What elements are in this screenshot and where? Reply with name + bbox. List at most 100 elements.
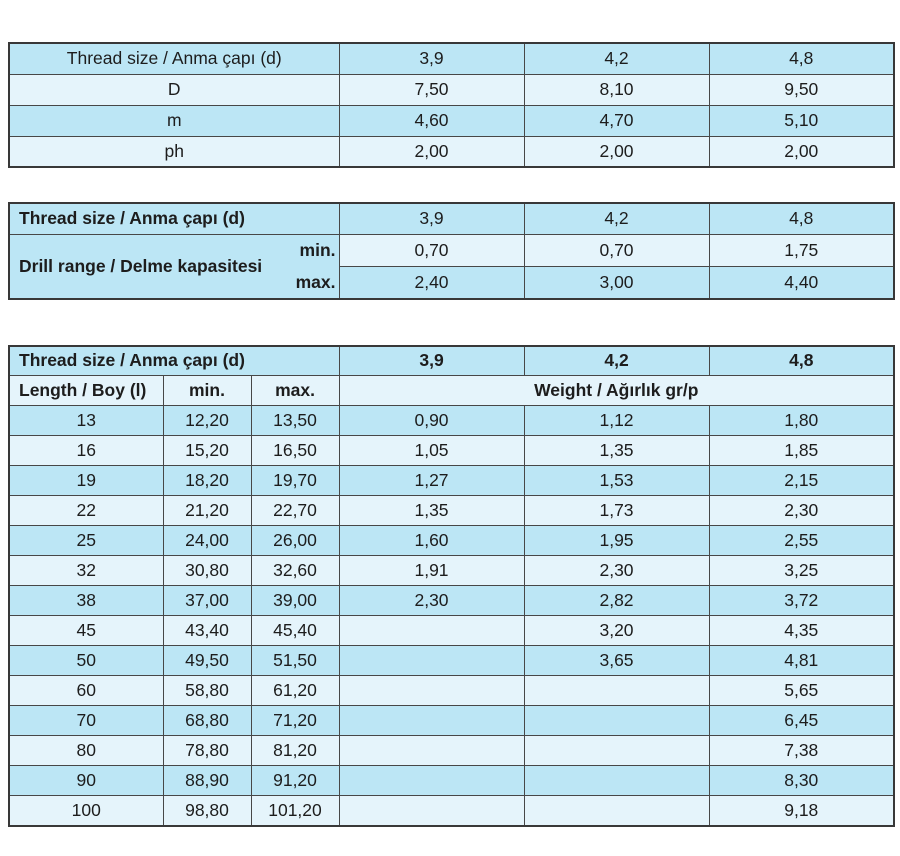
max-label: max. [295, 271, 336, 292]
table-row: 16 15,20 16,50 1,05 1,35 1,85 [8, 435, 895, 466]
weight-3-9-cell: 1,27 [338, 465, 525, 496]
table-row: 13 12,20 13,50 0,90 1,12 1,80 [8, 405, 895, 436]
weight-4-2-cell: 1,53 [523, 465, 710, 496]
length-cell: 32 [8, 555, 164, 586]
table-row: 19 18,20 19,70 1,27 1,53 2,15 [8, 465, 895, 496]
table-row: 22 21,20 22,70 1,35 1,73 2,30 [8, 495, 895, 526]
weight-4-2-cell: 1,95 [523, 525, 710, 556]
table-row: 90 88,90 91,20 8,30 [8, 765, 895, 796]
value-cell: 9,50 [708, 73, 895, 106]
thread-size-header-row: Thread size / Anma çapı (d) 3,9 4,2 4,8 [8, 345, 895, 376]
max-cell: 61,20 [250, 675, 340, 706]
weight-4-8-cell: 4,81 [708, 645, 895, 676]
row-label-D: D [8, 73, 340, 106]
max-cell: 16,50 [250, 435, 340, 466]
min-cell: 30,80 [162, 555, 252, 586]
table-row: 70 68,80 71,20 6,45 [8, 705, 895, 736]
drill-range-max-row: 2,40 3,00 4,40 [9, 265, 895, 300]
min-cell: 21,20 [162, 495, 252, 526]
max-cell: 26,00 [250, 525, 340, 556]
size-3-9-header: 3,9 [338, 42, 525, 75]
table-row: 45 43,40 45,40 3,20 4,35 [8, 615, 895, 646]
value-cell: 5,10 [708, 104, 895, 137]
drill-range-table: Thread size / Anma çapı (d) 3,9 4,2 4,8 … [8, 202, 895, 300]
max-cell: 81,20 [250, 735, 340, 766]
length-weight-table-body: 13 12,20 13,50 0,90 1,12 1,80 16 15,20 1… [8, 405, 895, 826]
value-cell: 4,70 [523, 104, 710, 137]
min-cell: 15,20 [162, 435, 252, 466]
length-cell: 19 [8, 465, 164, 496]
length-cell: 38 [8, 585, 164, 616]
min-max-labels: min. max. [295, 235, 338, 298]
weight-4-8-cell: 2,55 [708, 525, 895, 556]
value-cell: 8,10 [523, 73, 710, 106]
max-cell: 39,00 [250, 585, 340, 616]
table-row: 38 37,00 39,00 2,30 2,82 3,72 [8, 585, 895, 616]
column-header-row: Length / Boy (l) min. max. Weight / Ağır… [8, 375, 895, 406]
weight-3-9-cell [338, 705, 525, 736]
value-cell: 4,60 [338, 104, 525, 137]
min-cell: 88,90 [162, 765, 252, 796]
max-value-cell: 2,40 [338, 265, 525, 300]
min-cell: 49,50 [162, 645, 252, 676]
min-cell: 68,80 [162, 705, 252, 736]
min-cell: 43,40 [162, 615, 252, 646]
table-row-m: m 4,60 4,70 5,10 [8, 104, 895, 137]
weight-4-2-cell: 3,65 [523, 645, 710, 676]
thread-size-header: Thread size / Anma çapı (d) [8, 345, 340, 376]
weight-3-9-cell: 2,30 [338, 585, 525, 616]
table-row: 60 58,80 61,20 5,65 [8, 675, 895, 706]
weight-3-9-cell [338, 735, 525, 766]
row-label-ph: ph [8, 135, 340, 168]
min-value-cell: 0,70 [338, 233, 525, 267]
spacer [8, 300, 893, 345]
value-cell: 2,00 [523, 135, 710, 168]
length-weight-table-head: Thread size / Anma çapı (d) 3,9 4,2 4,8 … [8, 345, 895, 406]
weight-4-2-cell: 3,20 [523, 615, 710, 646]
weight-4-2-cell: 1,12 [523, 405, 710, 436]
weight-3-9-cell [338, 795, 525, 826]
dimensions-table: Thread size / Anma çapı (d) 3,9 4,2 4,8 … [8, 42, 895, 168]
min-cell: 24,00 [162, 525, 252, 556]
length-cell: 13 [8, 405, 164, 436]
min-value-cell: 1,75 [708, 233, 895, 267]
size-4-2-header: 4,2 [523, 42, 710, 75]
size-4-8-header: 4,8 [708, 42, 895, 75]
max-cell: 101,20 [250, 795, 340, 826]
max-cell: 45,40 [250, 615, 340, 646]
weight-4-2-cell: 2,30 [523, 555, 710, 586]
min-cell: 18,20 [162, 465, 252, 496]
weight-4-8-cell: 9,18 [708, 795, 895, 826]
max-cell: 13,50 [250, 405, 340, 436]
weight-4-8-cell: 3,72 [708, 585, 895, 616]
drill-range-cell-layout: Drill range / Delme kapasitesi min. max. [10, 235, 338, 298]
thread-size-header: Thread size / Anma çapı (d) [8, 202, 340, 235]
max-cell: 22,70 [250, 495, 340, 526]
size-3-9-header: 3,9 [338, 345, 525, 376]
row-label-m: m [8, 104, 340, 137]
max-cell: 32,60 [250, 555, 340, 586]
weight-3-9-cell [338, 615, 525, 646]
table-row: 100 98,80 101,20 9,18 [8, 795, 895, 826]
weight-3-9-cell [338, 675, 525, 706]
weight-3-9-cell: 0,90 [338, 405, 525, 436]
min-column-header: min. [162, 375, 252, 406]
weight-4-2-cell [523, 795, 710, 826]
length-column-header: Length / Boy (l) [8, 375, 164, 406]
length-weight-table: Thread size / Anma çapı (d) 3,9 4,2 4,8 … [8, 344, 896, 827]
length-cell: 80 [8, 735, 164, 766]
min-cell: 78,80 [162, 735, 252, 766]
length-cell: 16 [8, 435, 164, 466]
min-cell: 98,80 [162, 795, 252, 826]
min-cell: 12,20 [162, 405, 252, 436]
weight-4-8-cell: 7,38 [708, 735, 895, 766]
weight-3-9-cell: 1,91 [338, 555, 525, 586]
weight-4-8-cell: 6,45 [708, 705, 895, 736]
weight-4-2-cell: 1,35 [523, 435, 710, 466]
min-cell: 58,80 [162, 675, 252, 706]
table-row: 32 30,80 32,60 1,91 2,30 3,25 [8, 555, 895, 586]
value-cell: 7,50 [338, 73, 525, 106]
length-cell: 60 [8, 675, 164, 706]
max-cell: 51,50 [250, 645, 340, 676]
size-4-2-header: 4,2 [523, 345, 710, 376]
